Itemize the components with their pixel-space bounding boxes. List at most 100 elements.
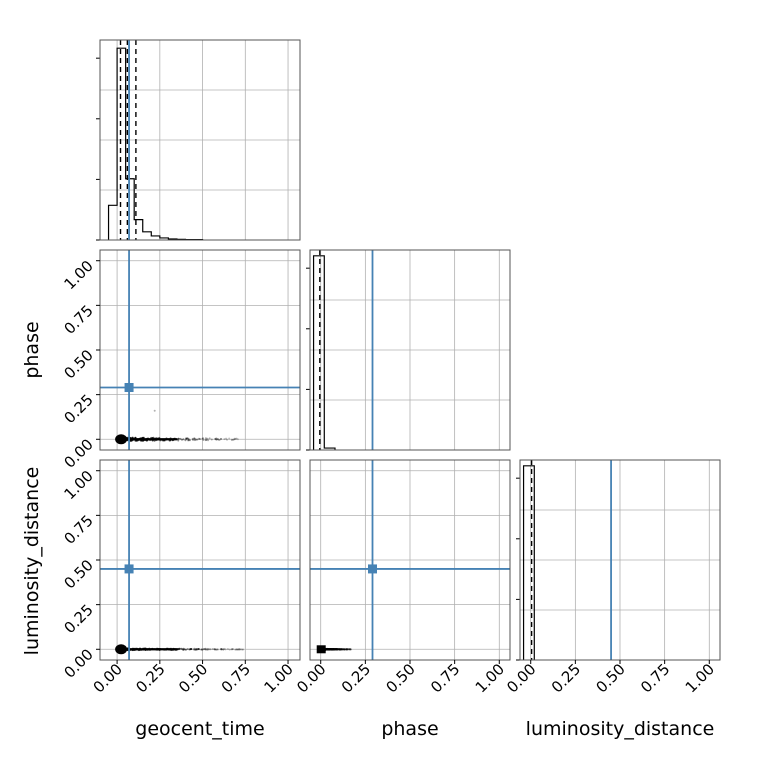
sample-point [202, 438, 205, 441]
sample-point [214, 437, 217, 440]
sample-point [339, 648, 342, 651]
sample-point [188, 648, 191, 651]
sample-point [193, 439, 196, 442]
sample-point [235, 648, 238, 651]
sample-point [346, 648, 349, 651]
outlier-point [153, 409, 156, 412]
sample-point [339, 648, 342, 651]
marginal-panel-phase [306, 249, 511, 451]
y-tick-label: 0.00 [60, 435, 96, 471]
sample-point [349, 648, 352, 651]
sample-point [344, 648, 347, 651]
sample-point [345, 648, 348, 651]
sample-point [238, 648, 241, 651]
sample-point [193, 437, 196, 440]
sample-point [223, 438, 226, 441]
sample-point [178, 647, 181, 650]
sample-point [238, 647, 241, 650]
sample-point [182, 438, 185, 441]
sample-point [220, 648, 223, 651]
sample-point [339, 648, 342, 651]
sample-point [343, 648, 346, 651]
sample-point [189, 648, 192, 651]
sample-point [202, 437, 205, 440]
sample-point [342, 648, 345, 651]
sample-point [182, 648, 185, 651]
sample-point [215, 648, 218, 651]
sample-point [180, 647, 183, 650]
sample-point [338, 648, 341, 651]
sample-point [220, 648, 223, 651]
sample-point [181, 648, 184, 651]
sample-point [230, 438, 233, 441]
sample-point [233, 437, 236, 440]
panel-frame [309, 249, 511, 451]
sample-point [220, 648, 223, 651]
x-tick-label: 0.00 [293, 660, 329, 696]
sample-point [341, 648, 344, 651]
sample-point [343, 648, 346, 651]
y-axis-label-luminosity-distance: luminosity_distance [21, 467, 43, 656]
sample-point [343, 648, 346, 651]
sample-point [241, 648, 244, 651]
sample-point [338, 648, 341, 651]
marginal-panel-geocent-time [96, 39, 301, 241]
sample-point [193, 647, 196, 650]
sample-point [343, 648, 346, 651]
sample-point [343, 648, 346, 651]
x-tick-label: 0.75 [637, 660, 673, 696]
x-tick-label: 0.75 [427, 660, 463, 696]
sample-point [339, 648, 342, 651]
sample-point [341, 648, 344, 651]
sample-point [198, 437, 201, 440]
sample-point [338, 648, 341, 651]
sample-point [191, 437, 194, 440]
sample-point [348, 648, 351, 651]
sample-point [345, 648, 348, 651]
sample-point [340, 648, 343, 651]
sample-point [228, 648, 231, 651]
sample-point [345, 648, 348, 651]
x-tick-label: 1.00 [472, 660, 508, 696]
sample-point [342, 648, 345, 651]
x-axis-label-phase: phase [381, 718, 438, 740]
sample-point [223, 647, 226, 650]
labels-layer: geocent_time phase luminosity_distance p… [21, 321, 714, 740]
sample-point [189, 648, 192, 651]
sample-point [183, 648, 186, 651]
histogram-steps [107, 47, 204, 241]
sample-point [205, 439, 208, 442]
sample-point [338, 648, 341, 651]
sample-point [228, 437, 231, 440]
sample-point [343, 648, 346, 651]
sample-point [220, 437, 223, 440]
sample-point [185, 437, 188, 440]
truth-marker [124, 383, 134, 392]
sample-point [342, 648, 345, 651]
sample-point [341, 648, 344, 651]
sample-point [230, 439, 233, 442]
sample-point [185, 437, 188, 440]
sample-point [215, 437, 218, 440]
sample-point [211, 647, 214, 650]
sample-point [341, 648, 344, 651]
sample-point [340, 648, 343, 651]
sample-point [234, 438, 237, 441]
sample-point [236, 648, 239, 651]
sample-point [189, 648, 192, 651]
x-tick-label: 0.25 [548, 660, 584, 696]
sample-point [207, 439, 210, 442]
sample-point [196, 438, 199, 441]
scatter-panel-geocent-time-vs-luminosity-distance: 0.000.250.500.751.000.00 0.25 0.50 0.75 1.00 [60, 459, 301, 696]
sample-point [222, 648, 225, 651]
sample-point [348, 648, 351, 651]
sample-point [210, 438, 213, 441]
truth-marker [368, 564, 377, 574]
sample-point [200, 648, 203, 651]
sample-point [204, 439, 207, 442]
sample-point [215, 438, 218, 441]
sample-point [235, 437, 238, 440]
sample-point [208, 648, 211, 651]
y-tick-label: 0.25 [60, 391, 96, 427]
